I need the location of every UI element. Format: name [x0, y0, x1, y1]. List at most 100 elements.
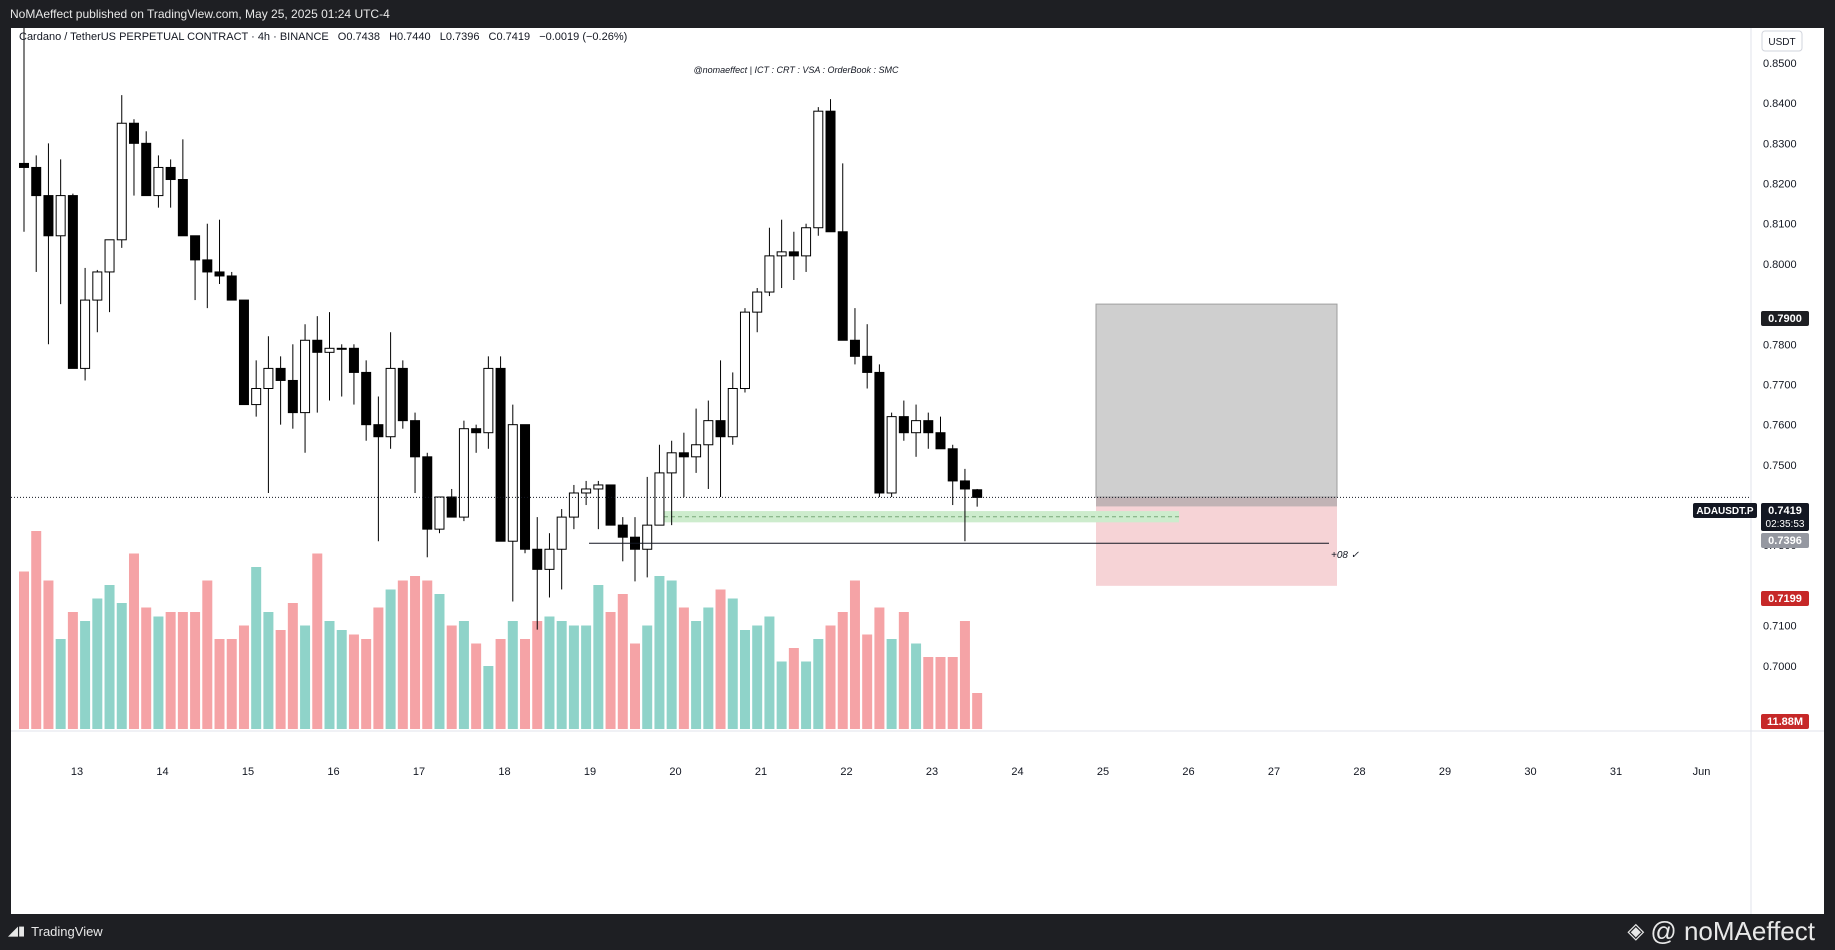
- volume-bar: [739, 630, 750, 729]
- volume-bar: [788, 648, 799, 729]
- candle-body: [874, 371, 885, 494]
- y-tick-label: 0.8300: [1763, 138, 1797, 150]
- volume-bar: [67, 612, 78, 729]
- candle-body: [141, 142, 152, 197]
- candle-body: [813, 110, 824, 229]
- candle-body: [226, 275, 237, 301]
- target-price-label: 0.7900: [1761, 311, 1809, 326]
- candles: [19, 0, 983, 630]
- chart-frame[interactable]: 0.8500 0.8400 0.8300 0.8200 0.8100 0.8000 0.78…: [11, 0, 1824, 914]
- volume-bar: [324, 621, 335, 729]
- volume-bar: [263, 612, 274, 729]
- volume-bar: [80, 621, 91, 729]
- candle-body: [678, 452, 689, 458]
- candle-body: [116, 122, 127, 241]
- volume-bar: [862, 634, 873, 729]
- volume-bar: [837, 612, 848, 729]
- candle-body: [263, 367, 274, 389]
- candle-body: [55, 195, 66, 237]
- svg-text:0.7900: 0.7900: [1768, 313, 1802, 325]
- volume-bar: [715, 589, 726, 729]
- candle-body: [434, 496, 445, 530]
- y-tick-label: 0.8200: [1763, 179, 1797, 191]
- volume-bar: [886, 639, 897, 729]
- candle-body: [727, 387, 738, 438]
- candle-body: [202, 259, 213, 273]
- candle-body: [691, 444, 702, 458]
- legend-high: H0.7440: [389, 31, 431, 43]
- volume-bar: [226, 639, 237, 729]
- svg-text:0.7419: 0.7419: [1768, 505, 1802, 517]
- candle-body: [825, 110, 836, 233]
- candle-body: [507, 424, 518, 542]
- candle-body: [581, 488, 592, 494]
- candle-body: [947, 448, 958, 482]
- x-tick-label: 22: [840, 766, 852, 778]
- candle-body: [593, 484, 604, 490]
- volume-bar: [165, 612, 176, 729]
- volume-bar: [348, 634, 359, 729]
- candlestick-chart[interactable]: 0.8500 0.8400 0.8300 0.8200 0.8100 0.8000 0.78…: [11, 0, 1824, 914]
- footer-bar: ◢▮ TradingView ◈ @ noMAeffect: [0, 914, 1835, 950]
- legend-open: O0.7438: [338, 31, 380, 43]
- volume-bar: [642, 625, 653, 729]
- candle-body: [703, 420, 714, 446]
- candle-body: [153, 166, 164, 197]
- volume-bar: [666, 580, 677, 729]
- volume-bar: [935, 657, 946, 729]
- candle-body: [214, 271, 225, 277]
- y-tick-label: 0.8400: [1763, 98, 1797, 110]
- volume-bar: [911, 643, 922, 729]
- candle-body: [837, 231, 848, 341]
- volume-bar: [972, 693, 983, 729]
- volume-bar: [287, 603, 298, 729]
- candle-body: [446, 496, 457, 518]
- volume-bar: [238, 625, 249, 729]
- volume-bar: [19, 571, 29, 729]
- candle-body: [568, 492, 579, 518]
- volume-bar: [336, 630, 347, 729]
- watermark-text: @nomaeffect | ICT : CRT : VSA : OrderBoo…: [693, 65, 899, 75]
- candle-body: [43, 195, 54, 237]
- volume-bar: [190, 612, 201, 729]
- legend-change: −0.0019 (−0.26%): [539, 31, 627, 43]
- candle-body: [495, 367, 506, 542]
- candle-body: [715, 420, 726, 438]
- candle-body: [251, 387, 262, 406]
- candle-body: [19, 162, 29, 168]
- candle-body: [177, 179, 188, 237]
- volume-bar: [177, 612, 188, 729]
- x-tick-label: 23: [926, 766, 938, 778]
- candle-body: [752, 291, 763, 313]
- volume-bar: [654, 576, 665, 729]
- candle-body: [544, 548, 555, 570]
- tradingview-brand[interactable]: ◢▮ TradingView: [8, 924, 103, 939]
- x-tick-label: 31: [1610, 766, 1622, 778]
- volume-bar: [128, 553, 139, 729]
- currency-button[interactable]: USDT: [1761, 30, 1803, 52]
- volume-bar: [385, 589, 396, 729]
- volume-bar: [214, 639, 225, 729]
- candle-body: [911, 420, 922, 434]
- candle-body: [605, 484, 616, 526]
- x-tick-label: 29: [1439, 766, 1451, 778]
- brand-label: TradingView: [31, 924, 103, 939]
- candle-body: [532, 548, 543, 570]
- volume-bar: [507, 621, 518, 729]
- x-tick-label: Jun: [1693, 766, 1711, 778]
- binance-icon: ◈: [1627, 919, 1645, 944]
- volume-bar: [495, 639, 506, 729]
- bar-countdown: 02:35:53: [1766, 519, 1805, 530]
- symbol-tag-label: ADAUSDT.P: [1693, 503, 1757, 518]
- candle-body: [361, 371, 372, 426]
- author-label: @ noMAeffect: [1650, 916, 1815, 946]
- volume-bar: [520, 639, 531, 729]
- candle-body: [556, 516, 567, 550]
- y-tick-label: 0.7500: [1763, 460, 1797, 472]
- candle-body: [300, 339, 311, 414]
- candle-body: [617, 524, 628, 538]
- volume-bar: [898, 612, 909, 729]
- candle-body: [385, 367, 396, 438]
- candle-body: [642, 524, 653, 550]
- volume-bar: [605, 612, 616, 729]
